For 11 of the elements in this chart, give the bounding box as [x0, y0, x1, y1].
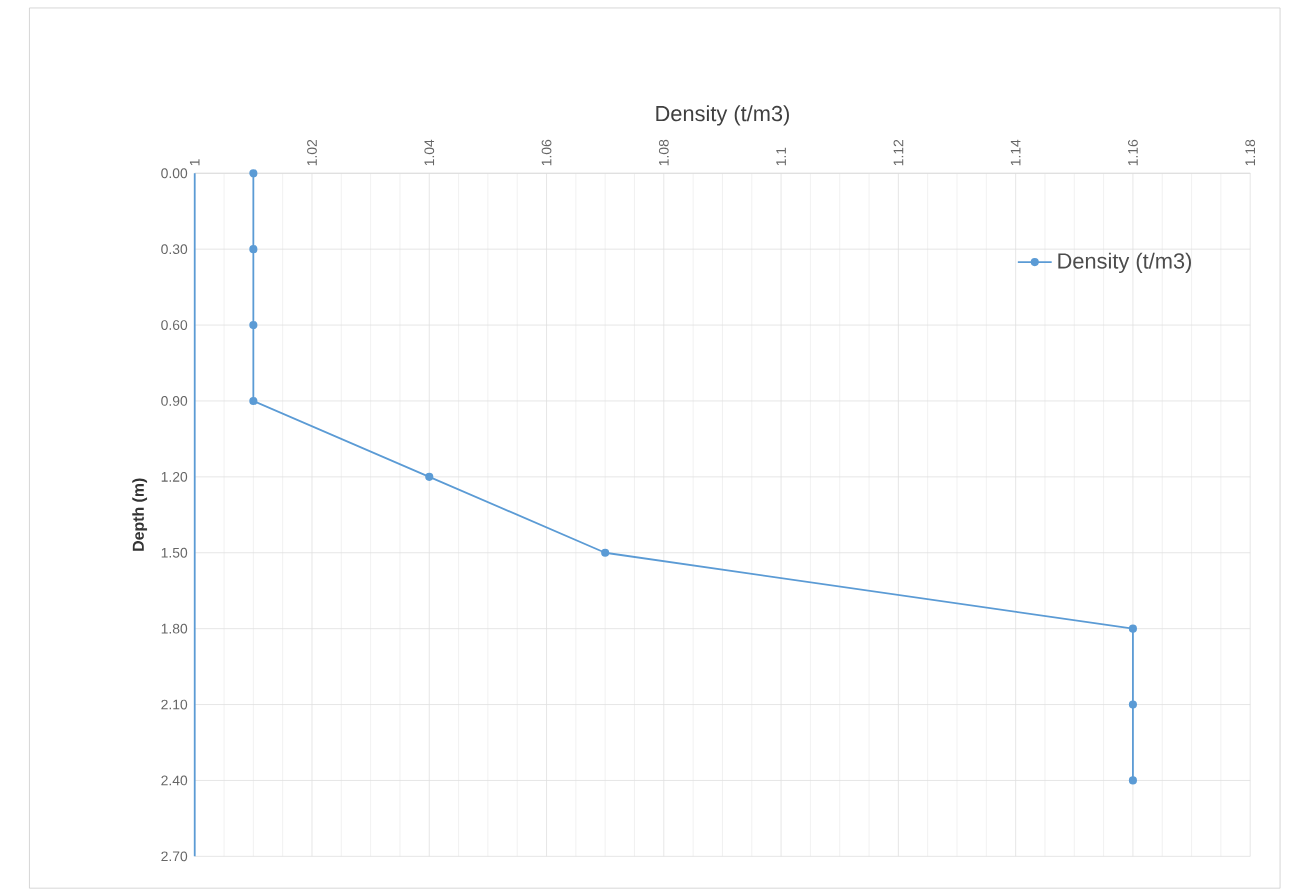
- point: [1128, 624, 1137, 633]
- point: [601, 548, 610, 557]
- point: [425, 472, 434, 481]
- point: [1128, 776, 1137, 785]
- point: [249, 320, 258, 330]
- point: [249, 396, 258, 405]
- point: [1128, 700, 1137, 709]
- x-axis-title: Density (t/m3): [656, 105, 789, 126]
- legend-label: Density (t/m3): [1058, 252, 1191, 273]
- point: [249, 245, 258, 254]
- point: [249, 169, 258, 178]
